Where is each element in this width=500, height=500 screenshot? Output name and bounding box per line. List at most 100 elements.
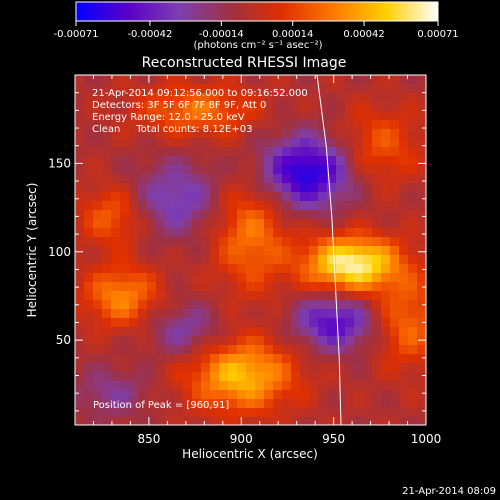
heatmap-cell <box>390 129 400 139</box>
heatmap-cell <box>282 93 292 103</box>
heatmap-cell <box>210 390 220 400</box>
heatmap-cell <box>165 345 175 355</box>
heatmap-cell <box>282 264 292 274</box>
heatmap-cell <box>84 174 94 184</box>
heatmap-cell <box>255 129 265 139</box>
heatmap-cell <box>192 399 202 409</box>
heatmap-cell <box>210 147 220 157</box>
heatmap-cell <box>264 408 274 418</box>
heatmap-cell <box>84 318 94 328</box>
heatmap-cell <box>174 165 184 175</box>
heatmap-cell <box>120 111 130 121</box>
heatmap-cell <box>291 93 301 103</box>
heatmap-cell <box>138 336 148 346</box>
heatmap-cell <box>147 417 157 426</box>
heatmap-cell <box>183 417 193 426</box>
heatmap-cell <box>183 318 193 328</box>
heatmap-cell <box>102 363 112 373</box>
heatmap-cell <box>237 354 247 364</box>
heatmap-cell <box>228 354 238 364</box>
heatmap-cell <box>156 264 166 274</box>
heatmap-cell <box>75 363 85 373</box>
heatmap-cell <box>345 336 355 346</box>
heatmap-cell <box>228 183 238 193</box>
heatmap-cell <box>120 363 130 373</box>
heatmap-cell <box>156 120 166 130</box>
heatmap-cell <box>408 264 418 274</box>
heatmap-cell <box>75 210 85 220</box>
heatmap-cell <box>363 309 373 319</box>
heatmap-cell <box>75 201 85 211</box>
heatmap-cell <box>408 345 418 355</box>
heatmap-cell <box>381 237 391 247</box>
x-axis-label: Heliocentric X (arcsec) <box>182 447 318 461</box>
heatmap-cell <box>201 210 211 220</box>
heatmap-cell <box>84 228 94 238</box>
heatmap-cell <box>93 120 103 130</box>
heatmap-cell <box>156 318 166 328</box>
heatmap-cell <box>93 282 103 292</box>
heatmap-cell <box>120 102 130 112</box>
heatmap-cell <box>354 102 364 112</box>
heatmap-cell <box>291 255 301 265</box>
heatmap-cell <box>111 354 121 364</box>
heatmap-cell <box>282 138 292 148</box>
heatmap-cell <box>120 309 130 319</box>
heatmap-cell <box>345 147 355 157</box>
heatmap-cell <box>336 354 346 364</box>
heatmap-cell <box>354 417 364 426</box>
heatmap-cell <box>147 345 157 355</box>
heatmap-cell <box>318 75 328 85</box>
heatmap-cell <box>192 255 202 265</box>
heatmap-cell <box>255 300 265 310</box>
heatmap-cell <box>336 264 346 274</box>
heatmap-cell <box>399 75 409 85</box>
heatmap-cell <box>309 408 319 418</box>
heatmap-cell <box>228 129 238 139</box>
heatmap-cell <box>120 291 130 301</box>
heatmap-cell <box>282 354 292 364</box>
heatmap-cell <box>282 111 292 121</box>
heatmap-cell <box>75 138 85 148</box>
heatmap-cell <box>264 399 274 409</box>
heatmap-cell <box>390 282 400 292</box>
heatmap-cell <box>399 363 409 373</box>
heatmap-cell <box>336 246 346 256</box>
heatmap-cell <box>390 147 400 157</box>
heatmap-cell <box>390 246 400 256</box>
heatmap-cell <box>147 219 157 229</box>
heatmap-cell <box>165 291 175 301</box>
heatmap-cell <box>237 165 247 175</box>
heatmap-cell <box>327 138 337 148</box>
heatmap-cell <box>210 129 220 139</box>
heatmap-cell <box>174 192 184 202</box>
heatmap-cell <box>309 282 319 292</box>
heatmap-cell <box>120 246 130 256</box>
heatmap-cell <box>345 183 355 193</box>
heatmap-cell <box>93 75 103 85</box>
heatmap-cell <box>336 111 346 121</box>
heatmap-cell <box>363 417 373 426</box>
heatmap-cell <box>381 417 391 426</box>
heatmap-cell <box>399 318 409 328</box>
heatmap-cell <box>111 417 121 426</box>
heatmap-cell <box>309 165 319 175</box>
heatmap-cell <box>246 93 256 103</box>
heatmap-cell <box>381 255 391 265</box>
heatmap-cell <box>255 192 265 202</box>
heatmap-cell <box>228 120 238 130</box>
heatmap-cell <box>336 210 346 220</box>
heatmap-cell <box>273 129 283 139</box>
heatmap-cell <box>372 291 382 301</box>
heatmap-cell <box>408 327 418 337</box>
heatmap-cell <box>192 291 202 301</box>
heatmap-cell <box>282 201 292 211</box>
heatmap-cell <box>264 102 274 112</box>
heatmap-cell <box>381 147 391 157</box>
heatmap-cell <box>237 111 247 121</box>
heatmap-cell <box>192 165 202 175</box>
heatmap-cell <box>309 237 319 247</box>
heatmap-cell <box>84 390 94 400</box>
heatmap-cell <box>354 129 364 139</box>
